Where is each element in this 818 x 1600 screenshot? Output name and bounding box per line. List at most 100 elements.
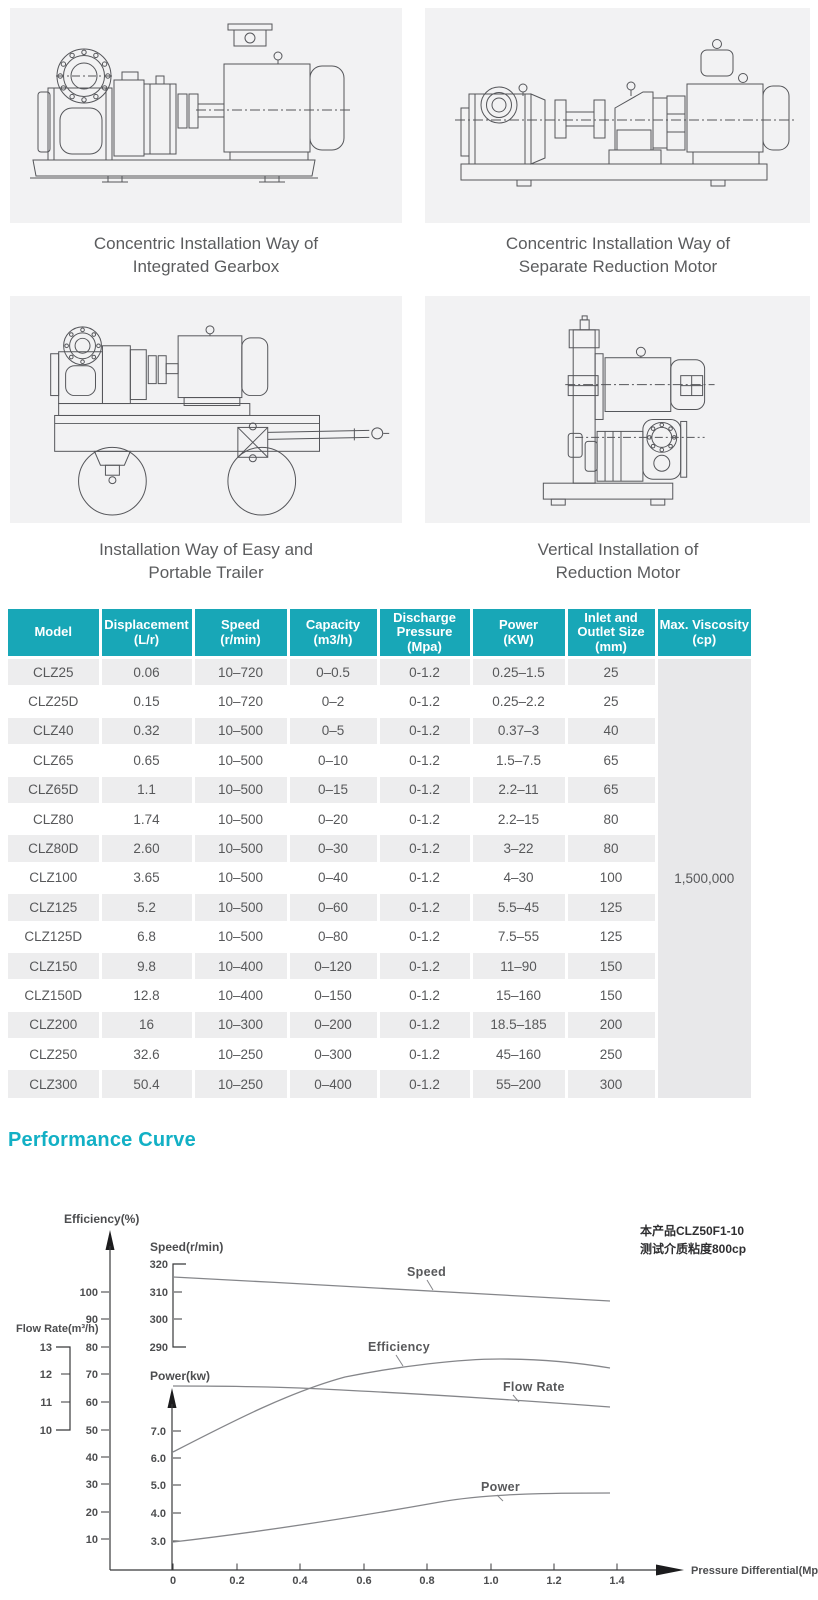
performance-curve-chart: Efficiency(%) Speed(r/min) Flow Rate(m³/…	[16, 1212, 818, 1587]
tick-label: 70	[86, 1369, 98, 1381]
caption-line: Reduction Motor	[555, 563, 681, 583]
spec-table-row: CLZ300 50.4 10–250 0–400 0-1.2 55–200 300	[8, 1067, 751, 1099]
spec-table-cell: CLZ25D	[8, 685, 100, 717]
spec-table-row: CLZ80 1.74 10–500 0–20 0-1.2 2.2–15 80	[8, 802, 751, 834]
spec-table-cell: 0-1.2	[376, 891, 471, 923]
spec-table-cell: 10–720	[191, 685, 288, 717]
tick-label: 320	[150, 1259, 168, 1271]
caption-line: Integrated Gearbox	[132, 257, 280, 277]
spec-table-cell: 0-1.2	[376, 1067, 471, 1099]
tick-label: 0.8	[419, 1575, 434, 1587]
pump-drawing-vertical-reduction-motor	[542, 315, 715, 506]
spec-table-cell: 5.2	[98, 891, 193, 923]
spec-table-cell: CLZ200	[8, 1008, 100, 1040]
spec-table-cell: 0.25–2.2	[469, 685, 566, 717]
flow-rate-curve	[172, 1385, 611, 1408]
speed-axis-ticks: 320 310 300 290	[150, 1259, 182, 1354]
efficiency-axis-arrow	[105, 1230, 115, 1250]
figure-portable-trailer	[10, 296, 402, 523]
spec-table-cell: 0-1.2	[376, 773, 471, 805]
spec-table-container: Model Displacement (L/r) Speed (r/min) Capaci…	[8, 609, 751, 1099]
spec-table-cell: 10–500	[191, 802, 288, 834]
tick-label: 30	[86, 1479, 98, 1491]
spec-table-cell: 11–90	[469, 949, 566, 981]
spec-table-cell: 0–400	[286, 1067, 378, 1099]
x-axis-title: Pressure Differential(Mpa)	[691, 1565, 818, 1577]
spec-table-cell: 3–22	[469, 832, 566, 864]
spec-table-cell: 1.1	[98, 773, 193, 805]
caption-portable-trailer: Installation Way of Easy and Portable Tr…	[30, 538, 382, 585]
spec-table-cell: 0.15	[98, 685, 193, 717]
tick-label: 5.0	[151, 1480, 166, 1492]
spec-table-cell: 32.6	[98, 1038, 193, 1069]
spec-table-cell: 150	[564, 979, 656, 1011]
spec-table-cell: CLZ300	[8, 1067, 100, 1099]
spec-table-cell: 10–300	[191, 1008, 288, 1040]
efficiency-axis-title: Efficiency(%)	[64, 1212, 139, 1226]
spec-table-cell: 0-1.2	[376, 744, 471, 776]
spec-table-cell: 100	[564, 861, 656, 893]
spec-table-cell: 10–400	[191, 979, 288, 1011]
speed-curve	[172, 1276, 611, 1302]
power-axis-title: Power(kw)	[150, 1369, 210, 1383]
figure-integrated-gearbox	[10, 8, 402, 223]
spec-table-cell: 0-1.2	[376, 1038, 471, 1069]
tick-label: 100	[80, 1287, 98, 1299]
spec-table-row: CLZ25D 0.15 10–720 0–2 0-1.2 0.25–2.2 25	[8, 685, 751, 717]
spec-table-cell: 1.5–7.5	[469, 744, 566, 776]
tick-label: 40	[86, 1452, 98, 1464]
x-axis-ticks: 0 0.2 0.4 0.6 0.8 1.0 1.2 1.4	[170, 1563, 626, 1587]
tick-label: 10	[40, 1425, 52, 1437]
speed-label-leader	[426, 1279, 434, 1291]
spec-table-cell: 40	[564, 714, 656, 746]
speed-axis-bracket	[172, 1263, 186, 1348]
spec-table-cell: 0.32	[98, 714, 193, 746]
flow-rate-curve-label: Flow Rate	[503, 1380, 565, 1394]
tick-label: 1.4	[609, 1575, 625, 1587]
tick-label: 300	[150, 1314, 168, 1326]
spec-table-cell: 0-1.2	[376, 1008, 471, 1040]
figure-separate-reduction-motor	[425, 8, 810, 223]
spec-table-cell: 7.5–55	[469, 920, 566, 952]
spec-table-row: CLZ80D 2.60 10–500 0–30 0-1.2 3–22 80	[8, 832, 751, 864]
power-axis-ticks: 7.0 6.0 5.0 4.0 3.0	[151, 1426, 181, 1548]
spec-table-cell: 10–500	[191, 773, 288, 805]
tick-label: 1.0	[483, 1575, 498, 1587]
spec-table-cell: 0–60	[286, 891, 378, 923]
spec-table-cell: 0–200	[286, 1008, 378, 1040]
spec-table-cell: 0.65	[98, 744, 193, 776]
spec-table-row: CLZ40 0.32 10–500 0–5 0-1.2 0.37–3 40	[8, 714, 751, 746]
spec-table-cell: CLZ40	[8, 714, 100, 746]
spec-table-cell: 4–30	[469, 861, 566, 893]
spec-table-cell: 0-1.2	[376, 832, 471, 864]
tick-label: 0.2	[229, 1575, 244, 1587]
spec-table-row: CLZ150D 12.8 10–400 0–150 0-1.2 15–160 150	[8, 979, 751, 1011]
power-curve-label: Power	[481, 1480, 520, 1494]
spec-table-cell: 6.8	[98, 920, 193, 952]
spec-table-row: CLZ125D 6.8 10–500 0–80 0-1.2 7.5–55 125	[8, 920, 751, 952]
tick-label: 1.2	[546, 1575, 561, 1587]
spec-table-cell: CLZ100	[8, 861, 100, 893]
spec-table-cell: 0-1.2	[376, 979, 471, 1011]
tick-label: 290	[150, 1342, 168, 1354]
spec-table-header-row: Model Displacement (L/r) Speed (r/min) Capaci…	[8, 609, 751, 658]
spec-table-cell: CLZ80D	[8, 832, 100, 864]
spec-table-cell: 80	[564, 802, 656, 834]
spec-table-cell: 10–500	[191, 744, 288, 776]
tick-label: 50	[86, 1425, 98, 1437]
spec-table-cell: 50.4	[98, 1067, 193, 1099]
tick-label: 3.0	[151, 1536, 166, 1548]
spec-table-row: CLZ100 3.65 10–500 0–40 0-1.2 4–30 100	[8, 861, 751, 893]
spec-table-cell: CLZ65	[8, 744, 100, 776]
spec-table-cell: 10–250	[191, 1038, 288, 1069]
spec-table-cell: 65	[564, 773, 656, 805]
spec-table-cell: 10–250	[191, 1067, 288, 1099]
spec-table-cell: 0–300	[286, 1038, 378, 1069]
figure-vertical-reduction-motor	[425, 296, 810, 523]
spec-table-header-cell: Capacity (m3/h)	[286, 609, 378, 658]
spec-table-cell: CLZ125D	[8, 920, 100, 952]
spec-table-row: CLZ25 0.06 10–720 0–0.5 0-1.2 0.25–1.5 25 1,500…	[8, 655, 751, 1099]
efficiency-axis-ticks: 100 90 80 70 60 50 40 30 20 10	[80, 1287, 109, 1546]
spec-table-header-cell: Power (KW)	[469, 609, 566, 658]
spec-table-row: CLZ125 5.2 10–500 0–60 0-1.2 5.5–45 125	[8, 891, 751, 923]
